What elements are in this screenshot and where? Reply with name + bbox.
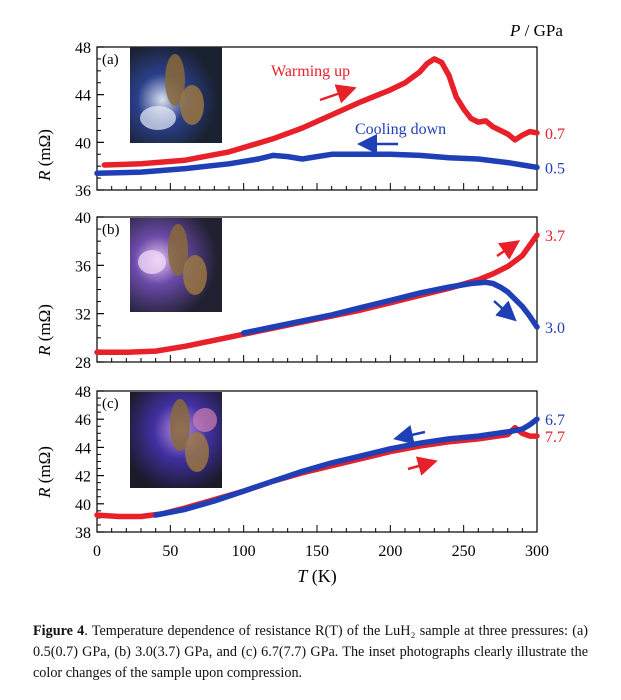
series-line <box>240 279 540 336</box>
arrow-b-warming <box>496 240 521 260</box>
annotation-cooling-down: Cooling down <box>355 121 446 138</box>
x-tick-label: 200 <box>378 543 402 560</box>
caption-label: Figure 4 <box>33 623 85 639</box>
arrow-warming-up <box>319 84 357 104</box>
y-tick-label: 42 <box>75 469 91 486</box>
x-tick-label: 250 <box>452 543 476 560</box>
y-tick-label: 40 <box>75 135 91 152</box>
y-axis-label: R (mΩ) <box>35 446 54 499</box>
annotation-warming-up: Warming up <box>271 63 350 80</box>
y-tick-label: 36 <box>75 183 91 200</box>
y-tick-label: 40 <box>75 210 91 227</box>
arrow-c-warming <box>407 456 438 476</box>
pressure-unit-label: P / GPa <box>509 21 563 40</box>
panel-b: 28 32 36 40 (b) R (mΩ) 3.7 3.0 <box>35 210 565 372</box>
series-label: 3.7 <box>545 228 565 245</box>
y-tick-label: 44 <box>75 88 91 105</box>
y-tick-label: 38 <box>75 525 91 542</box>
series-label: 3.0 <box>545 320 565 337</box>
panel-a: 36 40 44 48 (a) R (mΩ) 0.7 0.5 <box>35 40 565 200</box>
y-tick-label: 36 <box>75 258 91 275</box>
inset-photo-a <box>130 47 222 143</box>
y-axis-label: R (mΩ) <box>35 129 54 182</box>
y-tick-label: 32 <box>75 307 91 324</box>
y-tick-label: 28 <box>75 355 91 372</box>
y-tick-label: 46 <box>75 412 91 429</box>
panel-label: (c) <box>102 396 119 412</box>
panel-c: 38 40 42 44 46 48 0 50 100 150 200 250 300 (c) R (mΩ) T… <box>35 384 565 587</box>
series-label: 0.7 <box>545 126 565 143</box>
x-axis-label: T (K) <box>297 566 337 587</box>
y-axis-label: R (mΩ) <box>35 304 54 357</box>
figure-caption: Figure 4. Temperature dependence of resi… <box>33 621 588 684</box>
series-line <box>101 56 540 168</box>
y-tick-label: 48 <box>75 40 91 57</box>
series-label: 6.7 <box>545 412 565 429</box>
caption-text: . Temperature dependence of resistance R… <box>33 623 588 681</box>
panel-label: (a) <box>102 52 119 68</box>
inset-photo-b <box>130 218 222 312</box>
series-label: 0.5 <box>545 160 565 177</box>
y-tick-label: 40 <box>75 497 91 514</box>
inset-photo-c <box>130 392 222 488</box>
x-tick-label: 100 <box>232 543 256 560</box>
series-label: 7.7 <box>545 429 565 446</box>
arrow-b-cooling <box>493 300 517 322</box>
y-tick-label: 48 <box>75 384 91 401</box>
x-tick-label: 50 <box>162 543 178 560</box>
arrow-c-cooling <box>393 424 426 445</box>
series-line <box>152 416 540 518</box>
panel-label: (b) <box>102 222 120 238</box>
x-tick-label: 150 <box>305 543 329 560</box>
x-tick-label: 300 <box>525 543 549 560</box>
x-tick-label: 0 <box>93 543 101 560</box>
series-line <box>94 151 540 177</box>
y-tick-label: 44 <box>75 440 91 457</box>
resistance-figure: P / GPa 36 40 44 48 (a) R (mΩ) 0.7 0.5 28 32 36 40… <box>35 21 565 587</box>
